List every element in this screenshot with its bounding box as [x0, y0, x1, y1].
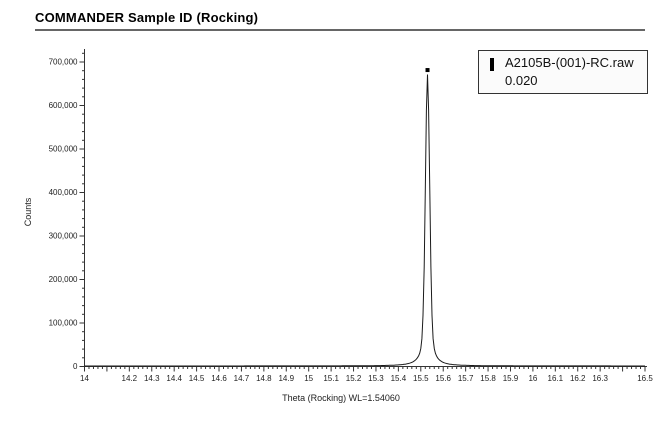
x-tick-label: 15.2 [346, 374, 362, 383]
x-tick-label: 15.4 [391, 374, 407, 383]
y-tick-label: 700,000 [49, 58, 78, 67]
x-tick-label: 15.1 [323, 374, 339, 383]
peak-marker [425, 68, 430, 73]
y-tick-label: 300,000 [49, 232, 78, 241]
x-tick-label: 15.3 [368, 374, 384, 383]
x-tick-label: 16 [528, 374, 537, 383]
y-tick-label: 500,000 [49, 145, 78, 154]
x-tick-label: 15 [304, 374, 313, 383]
series-marker-icon [490, 58, 494, 71]
legend-series-label: A2105B-(001)-RC.raw [505, 55, 634, 70]
x-tick-label: 16.3 [592, 374, 608, 383]
y-tick-label: 100,000 [49, 319, 78, 328]
x-tick-label: 14.9 [278, 374, 294, 383]
axes [84, 49, 647, 367]
y-tick-label: 0 [73, 362, 78, 371]
x-tick-label: 16.2 [570, 374, 586, 383]
x-tick-label: 15.5 [413, 374, 429, 383]
x-tick-label: 14.8 [256, 374, 272, 383]
x-tick-label: 15.9 [503, 374, 519, 383]
x-tick-label: 14.4 [166, 374, 182, 383]
legend[interactable]: A2105B-(001)-RC.raw 0.020 [478, 50, 648, 94]
y-axis-major-ticks: 0 100,000 200,000 300,000 400,000 500,000 600,… [49, 58, 85, 371]
x-tick-label: 14 [80, 374, 89, 383]
x-tick-label: 16.1 [548, 374, 564, 383]
series-curve [84, 74, 645, 367]
chart-title: COMMANDER Sample ID (Rocking) [35, 10, 259, 25]
x-tick-label: 15.8 [480, 374, 496, 383]
x-tick-label: 15.6 [435, 374, 451, 383]
x-tick-label: 14.6 [211, 374, 227, 383]
x-axis-minor-ticks [88, 366, 642, 369]
x-tick-label: 16.5 [637, 374, 653, 383]
x-axis-major-ticks: 14 14.2 14.3 14.4 14.5 14.6 14.7 14.8 14.9 15 15.1… [80, 366, 653, 383]
y-tick-label: 200,000 [49, 275, 78, 284]
y-axis-minor-ticks [82, 52, 85, 359]
x-tick-label: 15.7 [458, 374, 474, 383]
y-tick-label: 600,000 [49, 101, 78, 110]
x-tick-label: 14.2 [122, 374, 138, 383]
legend-series-value: 0.020 [505, 73, 538, 88]
x-tick-label: 14.5 [189, 374, 205, 383]
x-axis-label: Theta (Rocking) WL=1.54060 [282, 393, 400, 403]
title-underline [35, 29, 645, 31]
y-axis-label: Counts [23, 197, 33, 227]
y-tick-label: 400,000 [49, 188, 78, 197]
x-tick-label: 14.3 [144, 374, 160, 383]
x-tick-label: 14.7 [234, 374, 250, 383]
